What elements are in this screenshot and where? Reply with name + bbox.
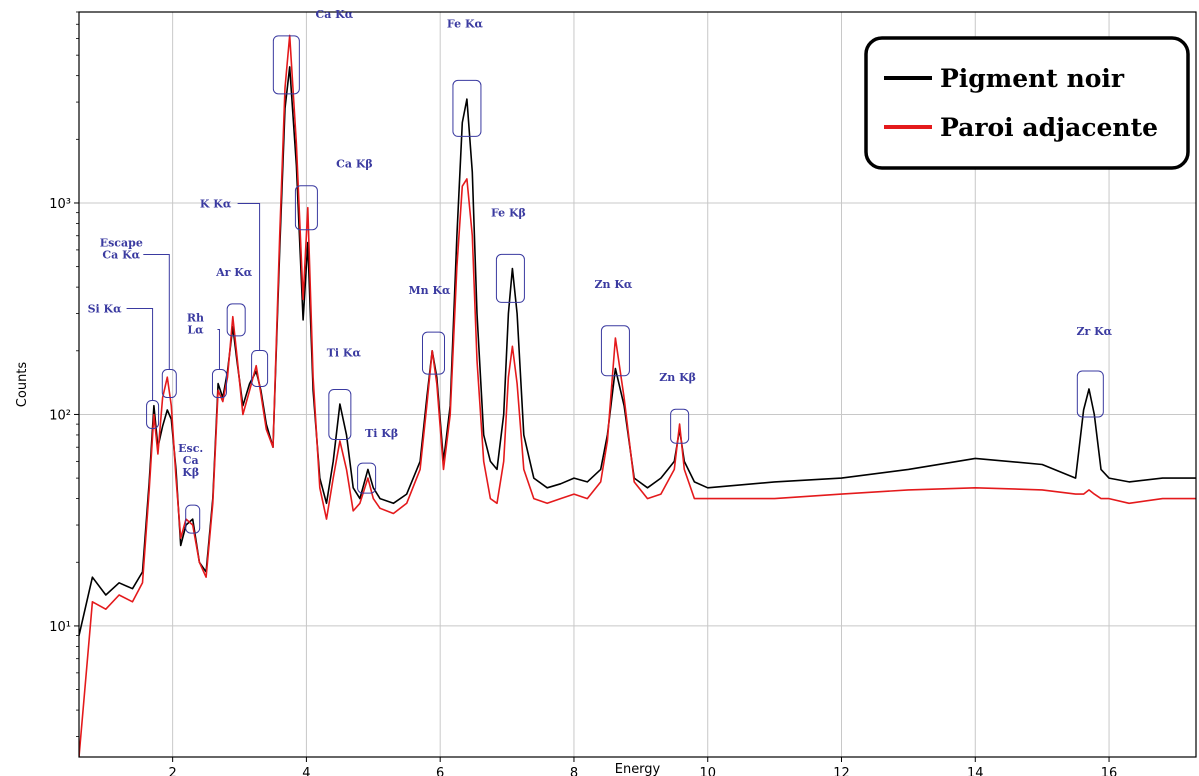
peak-label-line: Lα: [187, 324, 204, 337]
x-tick-label: 6: [436, 766, 444, 776]
peak-label: Ti Kα: [327, 346, 362, 359]
peak-label: Si Kα: [88, 302, 123, 315]
peak-label: Mn Kα: [408, 284, 451, 297]
y-tick-label: 10¹: [49, 620, 71, 635]
peak-label: K Kα: [200, 197, 232, 210]
x-tick-label: 2: [169, 766, 177, 776]
peak-leader-line: [217, 329, 220, 370]
x-tick-label: 16: [1101, 766, 1118, 776]
x-tick-label: 12: [833, 766, 850, 776]
peak-label-line: Kβ: [182, 466, 199, 479]
series-group: [79, 34, 1196, 757]
peak-box: [185, 504, 201, 534]
peak-label-line: Ca Kα: [315, 8, 353, 21]
legend: Pigment noir Paroi adjacente: [864, 36, 1190, 170]
peak-label-line: Rh: [187, 312, 204, 325]
legend-frame: [864, 36, 1190, 170]
peak-label-line: Si Kα: [88, 302, 123, 315]
peak-box: [452, 79, 482, 137]
peak-box: [670, 408, 690, 444]
peak-label: Rh Lα: [187, 312, 204, 337]
peak-label: Ca Kβ: [336, 158, 373, 171]
peak-label-line: Ti Kα: [327, 346, 362, 359]
grid: [79, 12, 1196, 757]
peak-leader-line: [143, 254, 170, 370]
legend-label: Pigment noir: [940, 64, 1125, 93]
peak-label: Escape Ca Kα: [100, 237, 143, 262]
peak-box: [226, 303, 246, 337]
peak-label-line: K Kα: [200, 197, 232, 210]
peak-box: [272, 35, 300, 95]
peak-label-line: Mn Kα: [408, 284, 451, 297]
y-axis-label: Counts: [15, 362, 30, 408]
peak-label-line: Escape: [100, 237, 143, 250]
peak-label-line: Fe Kα: [447, 17, 484, 30]
peak-label-line: Ar Kα: [215, 266, 253, 279]
peak-label-line: Ca Kα: [102, 249, 140, 262]
peak-label: Fe Kβ: [491, 206, 526, 219]
x-tick-label: 10: [699, 766, 716, 776]
peak-box: [495, 253, 525, 303]
peak-label-line: Ca Kβ: [336, 158, 373, 171]
plot-frame: [78, 11, 1197, 758]
peak-label-line: Ti Kβ: [365, 427, 398, 440]
peak-label-line: Zn Kα: [594, 278, 632, 291]
peak-label: Ca Kα: [315, 8, 353, 21]
peak-box: [1076, 370, 1104, 418]
peak-label: Zr Kα: [1076, 325, 1112, 338]
peak-leader-line: [126, 307, 154, 401]
peak-label-line: Zr Kα: [1076, 325, 1112, 338]
peak-label-line: Zn Kβ: [659, 371, 696, 384]
peak-box: [328, 388, 352, 440]
peak-box: [251, 349, 269, 387]
peak-label: Esc. Ca Kβ: [178, 442, 203, 479]
peak-label-line: Esc.: [178, 442, 203, 455]
x-axis-label: Energy: [615, 762, 661, 776]
series-line-paroi-adjacente: [79, 34, 1196, 757]
peak-label: Fe Kα: [447, 17, 484, 30]
x-tick-label: 4: [302, 766, 310, 776]
peak-box: [421, 331, 445, 375]
peak-box: [600, 325, 630, 377]
y-tick-label: 10²: [49, 408, 71, 423]
peak-label: Ar Kα: [215, 266, 253, 279]
x-tick-label: 14: [967, 766, 984, 776]
legend-label: Paroi adjacente: [940, 113, 1158, 142]
y-tick-label: 10³: [49, 197, 71, 212]
peak-leader-line: [237, 202, 261, 351]
x-tick-label: 8: [570, 766, 578, 776]
peak-label-line: Ca: [183, 454, 199, 467]
peak-label: Zn Kα: [594, 278, 632, 291]
peak-box: [357, 462, 377, 494]
peak-label-line: Fe Kβ: [491, 206, 526, 219]
peak-label: Ti Kβ: [365, 427, 398, 440]
peak-label: Zn Kβ: [659, 371, 696, 384]
peak-box: [294, 185, 318, 231]
